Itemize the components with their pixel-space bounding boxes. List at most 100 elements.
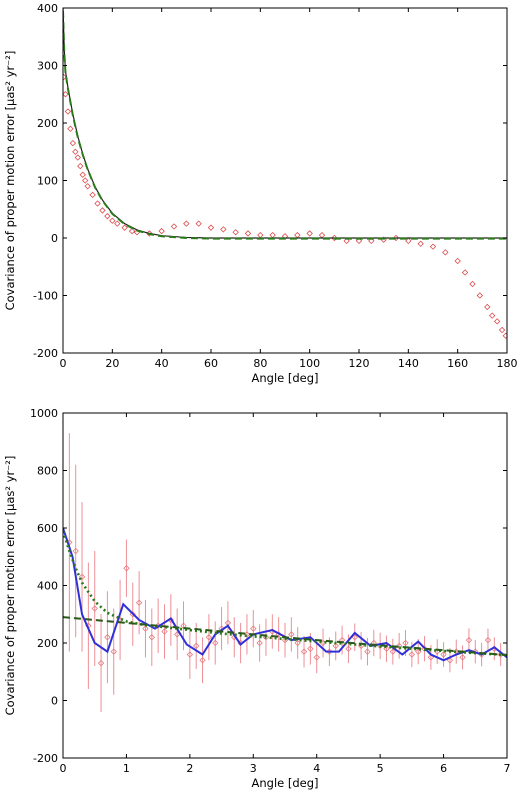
x-tick-label: 80 (253, 357, 267, 370)
data-point (402, 639, 409, 647)
plot-area (63, 8, 507, 339)
data-point (306, 230, 313, 237)
data-point (459, 654, 466, 661)
data-point (220, 226, 227, 233)
data-point (78, 573, 86, 581)
data-point (498, 326, 506, 334)
data-point (429, 243, 437, 250)
series-line-2 (63, 527, 507, 662)
data-point (396, 642, 403, 650)
x-tick-label: 0 (60, 762, 67, 775)
data-point (148, 634, 155, 641)
data-point (195, 220, 202, 227)
y-tick-label: -200 (33, 752, 58, 765)
data-point (294, 639, 301, 647)
data-point (345, 645, 352, 652)
data-point (77, 162, 84, 170)
x-tick-label: 1 (123, 762, 130, 775)
data-point (493, 318, 501, 325)
data-point (446, 657, 454, 664)
data-point (307, 645, 314, 652)
data-point (408, 651, 416, 658)
data-point (415, 648, 422, 655)
data-point (313, 654, 320, 661)
data-point (364, 648, 371, 655)
chart-panel-1: 0 20 40 60 80 100 120 140 160 180 -200 -100 0 100 200 3… (3, 2, 518, 385)
data-point (69, 139, 77, 147)
data-point (250, 625, 257, 632)
x-tick-label: 40 (155, 357, 169, 370)
data-point (389, 648, 396, 655)
data-point (368, 237, 375, 245)
data-point (183, 220, 190, 227)
x-tick-label: 2 (186, 762, 193, 775)
data-point (392, 234, 400, 242)
data-point (193, 642, 200, 650)
y-tick-label: 200 (37, 117, 58, 130)
x-axis-label: Angle [deg] (251, 371, 318, 385)
data-point (427, 654, 435, 661)
data-point (484, 636, 492, 644)
data-point (99, 207, 106, 214)
y-axis-label: Covariance of proper motion error [μas² … (3, 456, 17, 716)
data-point (79, 171, 86, 178)
data-point (94, 200, 101, 207)
y-tick-label: -200 (33, 347, 58, 360)
data-point (72, 547, 79, 555)
data-point (186, 651, 194, 658)
x-tick-label: 7 (504, 762, 511, 775)
y-tick-label: 0 (51, 695, 58, 708)
x-tick-label: 3 (250, 762, 257, 775)
data-point (300, 648, 308, 655)
data-point (158, 227, 165, 235)
data-point (332, 642, 339, 650)
y-tick-label: -100 (33, 290, 58, 303)
y-tick-label: 0 (51, 232, 58, 245)
y-tick-label: 800 (37, 465, 58, 478)
data-point (64, 108, 72, 115)
data-point (142, 625, 149, 632)
data-point (244, 230, 252, 237)
y-tick-label: 1000 (30, 407, 58, 420)
data-point (104, 634, 111, 641)
data-point (465, 636, 473, 644)
data-point (484, 303, 491, 311)
data-point (114, 220, 121, 227)
data-point (199, 657, 206, 664)
plot-frame (62, 7, 508, 354)
data-point (63, 91, 69, 98)
x-tick-label: 20 (105, 357, 119, 370)
data-point (440, 651, 447, 658)
y-axis-label: Covariance of proper motion error [μas² … (3, 51, 17, 311)
y-tick-label: 600 (37, 522, 58, 535)
data-point (461, 269, 469, 276)
y-tick-label: 400 (37, 580, 58, 593)
data-point (331, 234, 338, 242)
data-point (121, 224, 128, 231)
data-point (294, 231, 301, 239)
x-tick-label: 140 (398, 357, 419, 370)
x-tick-label: 60 (204, 357, 218, 370)
data-point (72, 148, 79, 155)
x-tick-label: 120 (349, 357, 370, 370)
data-point (207, 224, 215, 231)
data-point (67, 125, 74, 132)
series-line-4 (63, 616, 507, 657)
x-tick-label: 100 (299, 357, 320, 370)
data-point (104, 212, 111, 220)
data-point (170, 223, 178, 230)
data-point (232, 229, 239, 236)
y-tick-label: 200 (37, 637, 58, 650)
plot-area (63, 433, 507, 712)
data-point (161, 628, 168, 635)
plot-frame (62, 412, 508, 759)
y-tick-label: 400 (37, 2, 58, 15)
data-point (129, 611, 136, 618)
x-tick-label: 0 (60, 357, 67, 370)
data-point (281, 636, 289, 644)
x-axis-label: Angle [deg] (251, 776, 318, 790)
data-point (135, 599, 143, 606)
data-point (502, 332, 507, 339)
